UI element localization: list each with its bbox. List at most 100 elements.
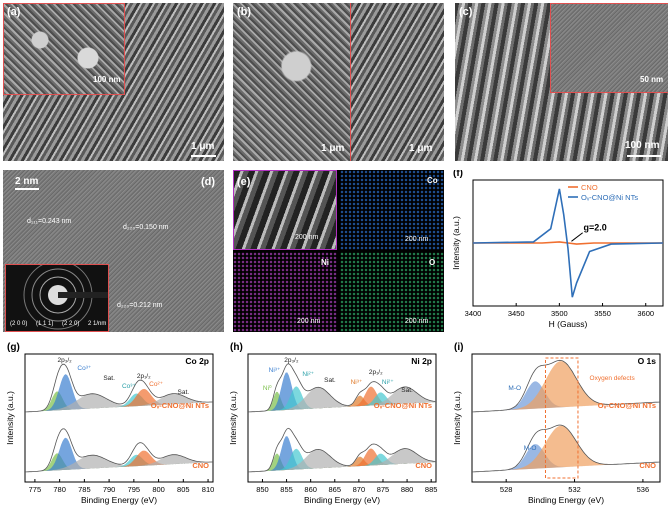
- x-tick-label: 3550: [594, 309, 611, 318]
- panel-a-inset: [3, 3, 125, 95]
- fit-peak-ov-cno: [472, 425, 660, 472]
- panel-a-scale: 1 μm: [191, 141, 215, 152]
- saed-ring-220: (2 2 0): [62, 321, 80, 327]
- series-line-ov-cno: [472, 188, 664, 298]
- fit-peak-sat-b-cno: [25, 454, 213, 472]
- annotation-arrow: [571, 232, 583, 242]
- panel-d-saed-inset: (2 0 0) (1 1 1) (2 2 0) 2 1/nm: [5, 260, 109, 332]
- fit-envelope-cno: [471, 424, 661, 473]
- eds-haadf-scale: 200 nm: [295, 234, 319, 241]
- panel-b-sem-image: (b) 1 μm 1 μm: [233, 3, 444, 161]
- sample-label-cno: CNO: [639, 461, 656, 470]
- x-tick-label: 785: [78, 485, 91, 494]
- y-axis-label: Intensity (a.u.): [452, 391, 462, 445]
- panel-b-label: (b): [237, 6, 252, 18]
- x-tick-label: 810: [202, 485, 215, 494]
- fit-peak-sat-b-ov-cno: [248, 386, 436, 412]
- x-axis-label: Binding Energy (eV): [304, 495, 380, 505]
- x-tick-label: 3400: [465, 309, 482, 318]
- annotation-g: g=2.0: [584, 222, 607, 232]
- peak-label: 2p₁/₂: [369, 369, 383, 376]
- sample-label-ov-cno: Oᵥ-CNO@Ni NTs: [598, 401, 656, 410]
- x-tick-label: 860: [304, 485, 317, 494]
- fit-peak-ni3-a-ov-cno: [248, 386, 436, 412]
- eds-o-scale: 200 nm: [405, 318, 429, 325]
- panel-d-d220b: d₂₂₀=0.212 nm: [117, 302, 163, 309]
- x-tick-label: 532: [568, 485, 581, 494]
- peak-label: 2p₃/₂: [284, 357, 299, 364]
- x-tick-label: 780: [53, 485, 66, 494]
- x-tick-label: 880: [401, 485, 414, 494]
- panel-b-inset: [350, 3, 444, 161]
- y-axis-label: Intensity (a.u.): [228, 391, 238, 445]
- sample-label-cno: CNO: [192, 461, 209, 470]
- eds-map-ni: [233, 252, 337, 332]
- panel-b-scale-left: 1 μm: [321, 143, 345, 154]
- panel-c-label: (c): [459, 6, 473, 18]
- fit-peak-sat-b-cno: [248, 448, 436, 472]
- saed-scale: 2 1/nm: [88, 321, 107, 327]
- y-axis-label: Intensity (a.u.): [451, 216, 461, 270]
- panel-e-label: (e): [237, 176, 251, 188]
- panel-d-scalebar: [15, 188, 39, 190]
- fit-envelope-ov-cno: [24, 363, 214, 413]
- panel-c-scale: 100 nm: [625, 140, 660, 151]
- fit-peak-co3-a-cno: [25, 437, 213, 472]
- x-tick-label: 875: [377, 485, 390, 494]
- spectrum-title: Co 2p: [185, 356, 209, 366]
- panel-c-inset-scale: 50 nm: [640, 75, 664, 84]
- saed-ring-200: (2 0 0): [10, 321, 28, 327]
- x-tick-label: 536: [637, 485, 650, 494]
- peak-label: Oxygen defects: [590, 375, 636, 382]
- xps-ni-chart-svg: 850 855 860 865 870 875 880 885 Binding Energy (…: [228, 342, 437, 505]
- eds-co-label: Co: [427, 176, 438, 185]
- panel-g-xps-co: 775 780 785 790 795 800 805 810 Binding Energy (…: [3, 342, 220, 514]
- eds-o-label: O: [429, 258, 436, 267]
- panel-b-scale-right: 1 μm: [409, 143, 433, 154]
- fit-peak-m-o-cno: [472, 444, 660, 472]
- panel-d-hrtem-image: 2 nm (d) d₁₁₁=0.243 nm d₂₂₀=0.150 nm d₂₂…: [3, 170, 224, 332]
- panel-f-epr-chart: 3400 3450 3500 3550 3600 H (Gauss) Intensity (…: [449, 170, 669, 336]
- spectrum-title: Ni 2p: [411, 356, 432, 366]
- peak-label: Ni⁰: [263, 384, 272, 392]
- eds-ni-scale: 200 nm: [297, 318, 321, 325]
- peak-label: Ni²⁺: [382, 379, 394, 386]
- x-tick-label: 3450: [508, 309, 525, 318]
- peak-label: M-O: [524, 445, 537, 452]
- fit-peak-ni3-a-cno: [248, 448, 436, 472]
- fit-peak-ov-ov-cno: [472, 361, 660, 412]
- panel-i-xps-o: 528 532 536 Binding Energy (eV) Intensity (a…: [450, 342, 669, 514]
- x-tick-label: 865: [329, 485, 342, 494]
- panel-a-inset-scale: 100 nm: [93, 75, 121, 84]
- peak-label: Ni²⁺: [302, 371, 314, 378]
- eds-map-co: [340, 170, 444, 250]
- eds-ni-label: Ni: [321, 258, 329, 267]
- panel-d-label: (d): [201, 176, 216, 188]
- fit-envelope-ov-cno: [471, 359, 661, 413]
- x-axis-label: H (Gauss): [549, 319, 588, 329]
- peak-label: Sat.: [401, 387, 413, 394]
- panel-c-inset: [550, 3, 668, 93]
- peak-label: 2p₃/₂: [57, 357, 72, 364]
- fit-envelope-ov-cno: [247, 363, 437, 413]
- panel-a-scalebar: [191, 155, 216, 157]
- panel-c-scalebar: [627, 155, 661, 157]
- x-tick-label: 3600: [637, 309, 654, 318]
- sample-label-cno: CNO: [415, 461, 432, 470]
- fit-peak-sat-a-cno: [25, 455, 213, 472]
- spectrum-title: O 1s: [638, 356, 657, 366]
- panel-label: (f): [453, 170, 463, 179]
- panel-h-xps-ni: 850 855 860 865 870 875 880 885 Binding Energy (…: [226, 342, 444, 514]
- fit-peak-sat-a-ov-cno: [25, 393, 213, 412]
- panel-label: (h): [230, 342, 243, 353]
- oxygen-defect-highlight-box: [544, 357, 579, 479]
- peak-label: Ni³⁺: [269, 367, 281, 374]
- peak-label: Ni³⁺: [351, 379, 363, 386]
- legend-entry: CNO: [581, 183, 598, 192]
- fit-peak-m-o-ov-cno: [472, 381, 660, 412]
- panel-label: (g): [7, 342, 20, 353]
- epr-chart-svg: 3400 3450 3500 3550 3600 H (Gauss) Intensity (…: [451, 170, 664, 329]
- peak-label: Co³⁺: [122, 383, 136, 390]
- x-tick-label: 805: [177, 485, 190, 494]
- x-tick-label: 775: [29, 485, 42, 494]
